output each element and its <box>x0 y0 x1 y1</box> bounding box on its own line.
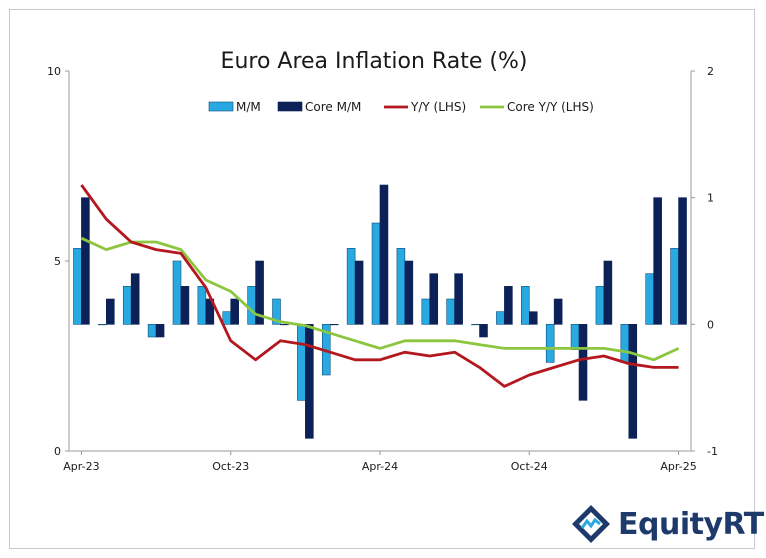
bar-core-mm <box>354 260 364 325</box>
bar-core-mm <box>280 324 289 326</box>
bar-core-mm <box>329 324 339 326</box>
bar-core-mm <box>255 260 264 325</box>
bar-mm <box>98 324 107 326</box>
bar-mm <box>172 260 182 325</box>
equityrt-logo: EquityRT <box>570 504 764 544</box>
legend-item: Core Y/Y (LHS) <box>480 100 594 114</box>
bar-core-mm <box>180 286 190 325</box>
bar-core-mm <box>628 324 638 439</box>
line-core-yy <box>80 236 680 362</box>
bar-mm <box>73 248 82 325</box>
legend-label: M/M <box>236 100 261 114</box>
bar-core-mm <box>404 260 414 325</box>
bar-core-mm <box>678 197 687 325</box>
right-tick-label: -1 <box>707 445 718 458</box>
bar-mm <box>197 286 207 325</box>
tick-labels: 0 5 10 -1 0 1 2 Apr-23 Oct-23 Apr-24 Oct-24 Apr-25 <box>47 65 718 473</box>
axes <box>65 70 695 455</box>
x-tick-label: Apr-23 <box>63 460 99 473</box>
chart-title: Euro Area Inflation Rate (%) <box>221 49 528 74</box>
bar-core-mm <box>528 311 538 325</box>
left-tick-label: 10 <box>47 65 61 78</box>
legend: M/M Core M/M Y/Y (LHS) Core Y/Y (LHS) <box>208 100 594 114</box>
bar-core-mm <box>479 324 488 338</box>
right-tick-label: 2 <box>707 65 714 78</box>
bar-core-mm <box>155 324 165 338</box>
bar-mm <box>570 324 580 350</box>
bar-core-mm <box>230 298 239 325</box>
bar-core-mm <box>305 324 314 439</box>
bar-mm <box>371 222 381 325</box>
bar-mm <box>122 286 132 325</box>
bar-core-mm <box>429 273 439 325</box>
legend-label: Y/Y (LHS) <box>410 100 466 114</box>
x-tick-label: Apr-24 <box>362 460 398 473</box>
line-yy <box>80 184 679 388</box>
bar-core-mm <box>106 298 115 325</box>
bar-core-mm <box>454 273 463 325</box>
chart-svg: Euro Area Inflation Rate (%) 0 5 10 -1 0 1 2 Ap… <box>47 49 718 473</box>
bar-mm <box>521 286 530 325</box>
bar-core-mm <box>504 286 513 325</box>
legend-label: Core Y/Y (LHS) <box>507 100 594 114</box>
x-tick-label: Apr-25 <box>660 460 696 473</box>
bar-mm <box>446 298 455 325</box>
legend-item: M/M <box>208 100 261 114</box>
legend-item: Core M/M <box>277 100 361 114</box>
right-tick-label: 1 <box>707 192 714 205</box>
logo-icon <box>572 505 610 543</box>
bar-core-mm <box>379 184 389 325</box>
x-tick-label: Oct-24 <box>511 460 548 473</box>
bar-mm <box>471 324 480 326</box>
legend-item: Y/Y (LHS) <box>384 100 466 114</box>
left-tick-label: 5 <box>54 255 61 268</box>
bar-core-mm <box>578 324 588 401</box>
bar-core-mm <box>603 260 613 325</box>
legend-label: Core M/M <box>305 100 361 114</box>
bar-core-mm <box>653 197 662 325</box>
bar-mm <box>396 248 406 325</box>
bar-mm <box>222 311 232 325</box>
logo-text: EquityRT <box>618 506 764 542</box>
bar-mm <box>272 298 281 325</box>
x-tick-label: Oct-23 <box>212 460 249 473</box>
lines <box>80 184 680 388</box>
bar-mm <box>620 324 630 363</box>
bar-core-mm <box>81 197 90 325</box>
bar-mm <box>496 311 505 325</box>
left-tick-label: 0 <box>54 445 61 458</box>
bar-mm <box>421 298 431 325</box>
bar-mm <box>346 248 356 325</box>
bar-mm <box>247 286 256 325</box>
bar-mm <box>297 324 306 401</box>
bar-mm <box>545 324 555 363</box>
bar-core-mm <box>553 298 563 325</box>
bar-mm <box>645 273 654 325</box>
bar-mm <box>670 248 679 325</box>
bar-core-mm <box>130 273 140 325</box>
legend-swatch <box>208 101 234 112</box>
bars <box>73 184 687 439</box>
legend-swatch <box>277 101 303 112</box>
chart-frame: Euro Area Inflation Rate (%) 0 5 10 -1 0 1 2 Ap… <box>9 9 764 549</box>
bar-mm <box>147 324 157 338</box>
bar-mm <box>595 286 605 325</box>
right-tick-label: 0 <box>707 318 714 331</box>
